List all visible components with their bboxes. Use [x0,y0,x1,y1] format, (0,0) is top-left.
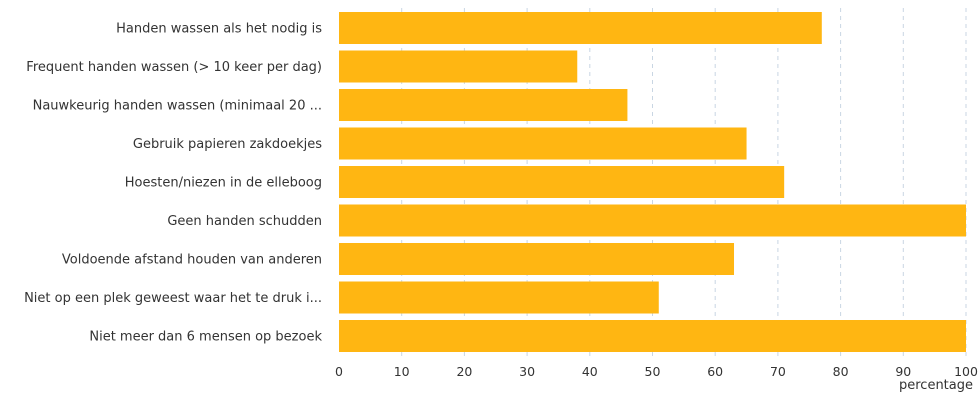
bar [339,166,785,198]
x-tick-label: 100 [954,364,978,379]
x-tick-label: 80 [833,364,849,379]
x-tick-label: 40 [582,364,598,379]
bar [339,50,578,83]
bar [339,89,628,121]
category-label: Frequent handen wassen (> 10 keer per da… [26,60,322,75]
x-tick-labels: 0 10 20 30 40 50 60 70 80 90 100 [335,364,978,379]
bar [339,12,822,44]
bar [339,281,659,314]
x-tick-label: 10 [394,364,410,379]
bar [339,243,735,275]
category-label: Geen handen schudden [167,214,322,229]
x-axis-title: percentage [899,378,973,393]
x-tick-label: 50 [645,364,661,379]
category-label: Nauwkeurig handen wassen (minimaal 20 ..… [33,99,322,114]
category-label: Voldoende afstand houden van anderen [62,253,322,268]
bar [339,320,966,352]
category-label: Hoesten/niezen in de elleboog [125,176,322,191]
category-label: Handen wassen als het nodig is [116,22,322,37]
x-tick-label: 70 [770,364,786,379]
x-tick-label: 0 [335,364,343,379]
category-label: Niet op een plek geweest waar het te dru… [24,291,322,306]
category-label: Niet meer dan 6 mensen op bezoek [89,330,322,345]
category-label: Gebruik papieren zakdoekjes [133,137,322,152]
x-tick-label: 20 [456,364,472,379]
bar [339,127,747,160]
x-tick-label: 90 [895,364,911,379]
bar [339,204,966,237]
x-tick-label: 60 [707,364,723,379]
category-labels: Handen wassen als het nodig is Frequent h… [24,22,322,345]
bars [339,12,966,352]
x-tick-label: 30 [519,364,535,379]
